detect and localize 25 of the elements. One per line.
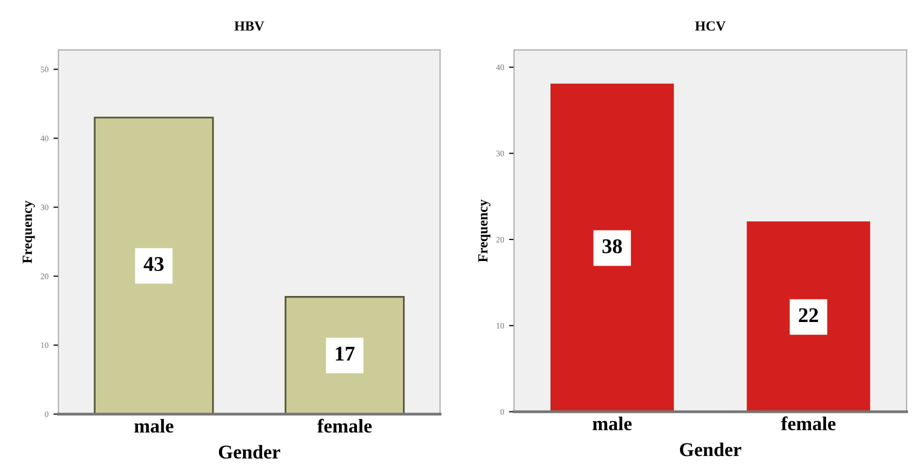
x-tick-label: female (317, 418, 372, 433)
data-label: 43 (144, 257, 164, 272)
x-axis-title: Gender (218, 444, 280, 459)
x-tick-label: female (781, 416, 836, 430)
y-tick-label: 20 (496, 236, 504, 242)
chart-title: HCV (695, 21, 726, 31)
y-tick-label: 0 (500, 409, 504, 415)
x-axis-title: Gender (680, 442, 742, 456)
y-tick-label: 30 (496, 150, 504, 156)
y-axis-title: Frequency (478, 199, 490, 262)
y-tick-label: 10 (41, 342, 48, 348)
y-axis-title: Frequency (22, 200, 35, 264)
x-tick-label: male (592, 416, 632, 430)
data-label: 17 (336, 346, 355, 361)
y-tick-label: 30 (40, 204, 48, 210)
data-label: 22 (798, 308, 818, 322)
y-tick-label: 0 (44, 411, 48, 418)
chart-title: HBV (234, 21, 264, 31)
y-tick-label: 10 (496, 322, 504, 329)
y-tick-label: 20 (40, 274, 48, 280)
x-tick-label: male (134, 418, 174, 433)
y-tick-label: 40 (496, 64, 504, 70)
y-tick-label: 40 (40, 136, 48, 142)
y-tick-label: 50 (40, 66, 48, 72)
data-label: 38 (602, 239, 622, 254)
